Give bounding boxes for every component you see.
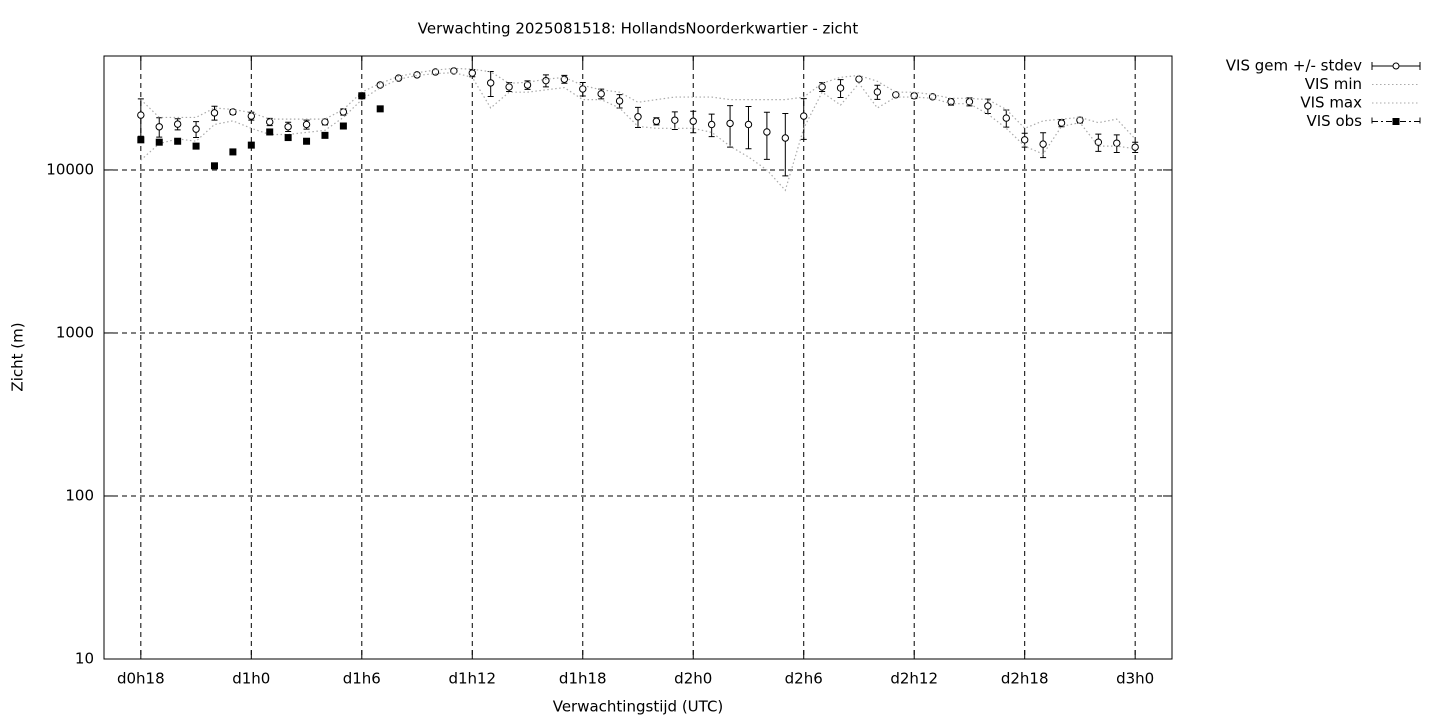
mean-point [284, 123, 292, 131]
mean-point [855, 75, 863, 83]
mean-point [1039, 140, 1047, 148]
mean-point [155, 123, 163, 131]
mean-point [1002, 114, 1010, 122]
mean-point [597, 90, 605, 98]
mean-point [192, 125, 200, 133]
mean-point [1057, 119, 1066, 127]
mean-point [947, 98, 955, 106]
mean-point [800, 112, 808, 120]
mean-point [892, 91, 900, 99]
mean-point [137, 111, 145, 119]
y-tick-label: 10 [75, 650, 94, 668]
mean-point [321, 118, 329, 126]
obs-point [229, 148, 237, 156]
mean-point [984, 102, 992, 110]
y-tick-label: 100 [65, 486, 94, 504]
obs-point [210, 162, 218, 170]
obs-point [376, 105, 384, 113]
mean-point [818, 83, 826, 91]
mean-point [910, 92, 918, 100]
mean-point [836, 84, 845, 92]
mean-point [1113, 139, 1121, 147]
legend-sample [1392, 118, 1400, 125]
mean-point [266, 118, 274, 126]
mean-point [873, 88, 882, 96]
mean-point [1020, 136, 1029, 144]
mean-point [707, 120, 716, 129]
legend-label: VIS min [1305, 75, 1362, 93]
obs-point [192, 142, 200, 150]
mean-point [523, 81, 532, 89]
mean-point [542, 76, 550, 85]
mean-point [302, 120, 311, 129]
legend-sample [1392, 62, 1400, 70]
obs-point [284, 134, 292, 142]
mean-point [726, 119, 734, 128]
x-tick-label: d2h12 [890, 670, 938, 688]
y-axis-label: Zicht (m) [9, 322, 27, 391]
x-tick-label: d2h0 [674, 670, 712, 688]
obs-point [266, 128, 274, 136]
mean-point [781, 134, 790, 142]
mean-point [1076, 116, 1084, 124]
error-bar [763, 111, 770, 160]
legend-label: VIS gem +/- stdev [1226, 57, 1362, 75]
mean-point [173, 120, 182, 128]
y-tick-label: 1000 [56, 323, 94, 341]
x-tick-label: d1h0 [232, 670, 270, 688]
x-tick-label: d3h0 [1116, 670, 1154, 688]
obs-point [339, 122, 347, 130]
plot-frame [103, 55, 1173, 660]
x-tick-label: d1h12 [448, 670, 496, 688]
y-tick-label: 10000 [46, 160, 94, 178]
mean-point [486, 79, 495, 87]
mean-point [744, 120, 753, 129]
obs-point [155, 138, 163, 146]
mean-point [689, 117, 697, 125]
chart-title: Verwachting 2025081518: HollandsNoorderk… [418, 20, 859, 38]
mean-point [1131, 143, 1139, 151]
x-tick-label: d1h6 [343, 670, 381, 688]
obs-point [358, 92, 366, 100]
mean-point [339, 108, 348, 116]
mean-point [468, 69, 476, 77]
obs-point [321, 131, 329, 139]
mean-point [671, 116, 679, 124]
x-tick-label: d2h6 [785, 670, 823, 688]
x-tick-label: d2h18 [1001, 670, 1049, 688]
mean-point [763, 128, 771, 136]
mean-point [210, 109, 219, 117]
legend-label: VIS max [1300, 94, 1362, 112]
obs-point [303, 137, 311, 145]
error-bar [782, 112, 789, 177]
mean-point [652, 117, 661, 125]
mean-point [634, 113, 642, 121]
mean-point [505, 83, 513, 91]
mean-point [579, 85, 587, 93]
x-tick-label: d0h18 [117, 670, 165, 688]
x-axis-label: Verwachtingstijd (UTC) [553, 698, 724, 716]
mean-point [615, 97, 624, 105]
mean-point [229, 108, 237, 116]
mean-point [247, 112, 256, 120]
legend-label: VIS obs [1307, 112, 1363, 130]
mean-point [1094, 138, 1103, 146]
x-tick-label: d1h18 [559, 670, 607, 688]
obs-point [247, 141, 255, 149]
obs-point [137, 136, 145, 144]
obs-point [174, 137, 182, 145]
range-line [140, 67, 1136, 140]
